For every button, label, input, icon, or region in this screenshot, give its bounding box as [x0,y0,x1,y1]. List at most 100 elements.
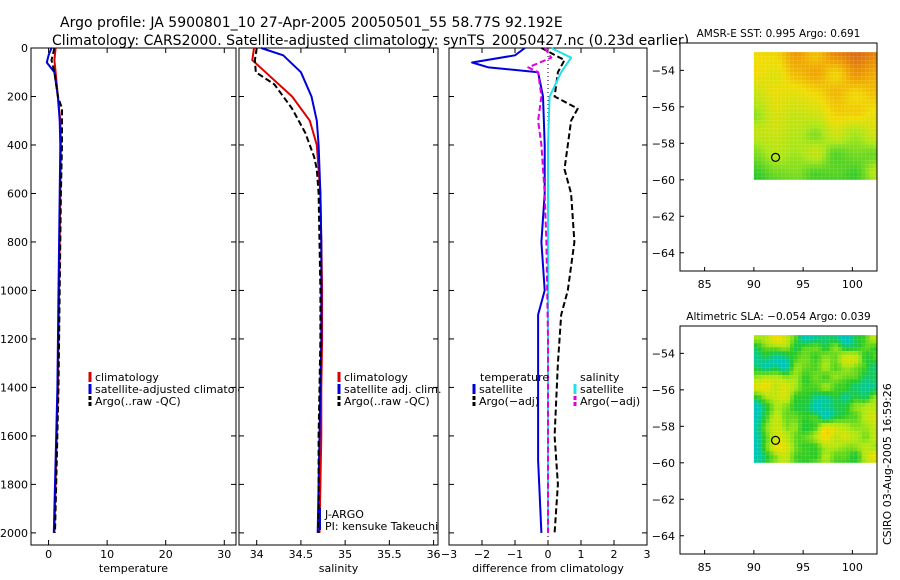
sst-heatmap-cell [825,120,830,125]
sla-heatmap-cell [757,419,762,424]
sla-heatmap-cell [805,423,810,428]
sla-heatmap-cell [813,355,818,360]
sla-heatmap-cell [773,411,778,416]
sst-heatmap-cell [773,120,778,125]
sst-heatmap-cell [765,164,770,169]
sst-heatmap-cell [809,128,814,133]
sst-heatmap-cell [853,156,858,161]
sla-heatmap-cell [777,447,782,452]
sla-heatmap-cell [861,443,866,448]
sst-heatmap-cell [769,108,774,113]
sla-heatmap-cell [817,455,822,460]
sst-heatmap-cell [777,64,782,69]
sla-heatmap-cell [857,335,862,340]
sst-heatmap-cell [829,152,834,157]
sla-heatmap-cell [825,451,830,456]
sla-heatmap-cell [753,371,758,376]
sla-heatmap-cell [853,371,858,376]
sla-heatmap-cell [761,427,766,432]
sla-heatmap-cell [789,355,794,360]
sla-heatmap-cell [829,395,834,400]
sla-heatmap-cell [785,367,790,372]
sla-heatmap-cell [813,415,818,420]
sla-heatmap-cell [809,399,814,404]
sla-heatmap-cell [773,395,778,400]
sst-heatmap-cell [801,88,806,93]
sst-heatmap-cell [857,144,862,149]
sla-heatmap-cell [777,451,782,456]
temperature-xtick-label: 30 [217,548,231,561]
sla-heatmap-cell [853,439,858,444]
sla-heatmap-cell [841,447,846,452]
sst-heatmap-cell [805,128,810,133]
sla-heatmap-cell [873,419,877,424]
sst-heatmap-cell [777,96,782,101]
sla-heatmap-cell [853,427,858,432]
sla-heatmap-cell [785,411,790,416]
sla-heatmap-cell [769,375,774,380]
sst-heatmap-cell [837,88,842,93]
sst-heatmap-cell [873,140,877,145]
sla-heatmap-cell [757,399,762,404]
sst-heatmap-cell [809,176,814,180]
sla-heatmap-cell [849,435,854,440]
sst-heatmap-cell [869,120,874,125]
sst-heatmap-cell [841,80,846,85]
sla-heatmap-cell [797,347,802,352]
sla-heatmap-cell [809,371,814,376]
sst-heatmap-cell [849,132,854,137]
sst-heatmap-cell [761,136,766,141]
sla-heatmap-cell [825,415,830,420]
sst-heatmap-cell [789,64,794,69]
sst-heatmap-cell [821,96,826,101]
sla-heatmap-cell [797,455,802,460]
sst-heatmap-cell [797,84,802,89]
sla-heatmap-cell [765,415,770,420]
sst-heatmap-cell [785,68,790,73]
sla-heatmap-cell [817,431,822,436]
sla-heatmap-field [753,335,877,463]
sst-heatmap-cell [801,140,806,145]
sla-heatmap-cell [773,399,778,404]
sla-heatmap-cell [853,411,858,416]
sla-heatmap-cell [813,439,818,444]
sst-heatmap-cell [853,176,858,180]
sla-heatmap-cell [869,363,874,368]
sla-heatmap-cell [865,363,870,368]
sst-heatmap-cell [861,76,866,81]
sla-heatmap-cell [833,403,838,408]
sla-heatmap-cell [777,367,782,372]
sst-heatmap-cell [829,132,834,137]
sst-heatmap-cell [793,168,798,173]
sst-heatmap-cell [813,148,818,153]
sst-heatmap-cell [861,152,866,157]
sst-heatmap-cell [841,160,846,165]
sst-ytick-label: −58 [652,137,675,150]
sst-heatmap-cell [809,52,814,57]
sla-heatmap-cell [757,403,762,408]
sst-heatmap-cell [805,100,810,105]
sla-heatmap-cell [781,419,786,424]
sst-heatmap-cell [805,168,810,173]
sla-heatmap-cell [781,367,786,372]
sla-heatmap-cell [837,359,842,364]
sla-heatmap-cell [865,451,870,456]
sst-heatmap-cell [853,64,858,69]
sst-heatmap-cell [757,100,762,105]
sst-heatmap-cell [769,68,774,73]
sst-heatmap-cell [785,80,790,85]
sst-heatmap-cell [853,128,858,133]
sla-heatmap-cell [769,355,774,360]
sla-heatmap-cell [761,379,766,384]
sst-heatmap-cell [773,72,778,77]
sla-heatmap-cell [801,455,806,460]
sla-heatmap-cell [861,451,866,456]
sla-heatmap-cell [841,411,846,416]
sla-heatmap-cell [833,439,838,444]
sst-heatmap-cell [801,120,806,125]
sst-heatmap-cell [837,60,842,65]
sst-heatmap-cell [781,88,786,93]
sst-heatmap-cell [761,76,766,81]
sla-heatmap-cell [813,367,818,372]
sla-heatmap-cell [757,367,762,372]
